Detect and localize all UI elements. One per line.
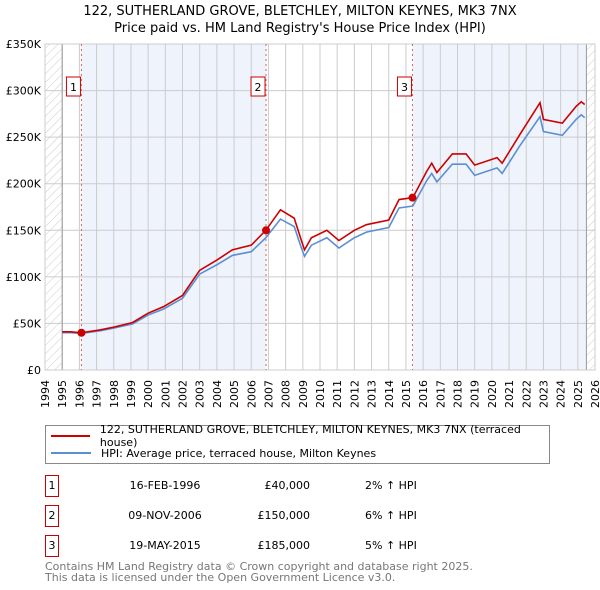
sale-price: £185,000 xyxy=(257,539,311,552)
x-tick-label: 2013 xyxy=(366,380,379,408)
x-tick-label: 2010 xyxy=(314,380,327,408)
y-tick-label: £300K xyxy=(6,85,42,98)
x-tick-label: 2021 xyxy=(503,380,516,408)
chart-subtitle: Price paid vs. HM Land Registry's House … xyxy=(114,21,486,36)
y-tick-label: £100K xyxy=(6,271,42,284)
x-tick-label: 2018 xyxy=(452,380,465,408)
x-tick-label: 2026 xyxy=(589,380,600,408)
legend-item-property: 122, SUTHERLAND GROVE, BLETCHLEY, MILTON… xyxy=(46,423,549,449)
y-tick-label: £150K xyxy=(6,224,42,237)
hpi-change: 5% ↑ HPI xyxy=(365,539,417,552)
hpi-change: 6% ↑ HPI xyxy=(365,509,417,522)
hatched-no-data-region xyxy=(45,44,63,370)
hpi-change: 2% ↑ HPI xyxy=(365,479,417,492)
sale-label: 1 xyxy=(70,81,77,94)
sale-price: £40,000 xyxy=(264,479,311,492)
plot-frame xyxy=(44,43,596,371)
x-tick-label: 2003 xyxy=(194,380,207,408)
legend-label: 122, SUTHERLAND GROVE, BLETCHLEY, MILTON… xyxy=(99,423,521,449)
sale-label-box xyxy=(396,76,412,97)
x-tick-label: 1996 xyxy=(73,380,86,408)
sale-number-badge: 1 xyxy=(45,475,59,497)
x-tick-label: 2024 xyxy=(555,380,568,408)
sale-label: 3 xyxy=(401,81,408,94)
legend-swatch-blue xyxy=(51,452,91,454)
x-tick-label: 2005 xyxy=(228,380,241,408)
sale-date: 19-MAY-2015 xyxy=(129,539,201,552)
x-tick-label: 2002 xyxy=(177,380,190,408)
x-tick-label: 2008 xyxy=(280,380,293,408)
x-tick-label: 1998 xyxy=(108,380,121,408)
x-tick-label: 2022 xyxy=(520,380,533,408)
sale-point xyxy=(77,328,86,337)
sale-label-box xyxy=(65,76,81,97)
ownership-band xyxy=(81,44,267,370)
ownership-band xyxy=(412,44,587,370)
legend-item-hpi: HPI: Average price, terraced house, Milt… xyxy=(46,445,376,461)
sale-label: 2 xyxy=(255,81,262,94)
x-tick-label: 2007 xyxy=(262,380,275,408)
sale-price: £150,000 xyxy=(257,509,311,522)
sale-point xyxy=(408,193,417,202)
y-tick-label: £350K xyxy=(6,38,42,51)
x-tick-label: 2020 xyxy=(486,380,499,408)
chart-legend: 122, SUTHERLAND GROVE, BLETCHLEY, MILTON… xyxy=(45,423,550,464)
hpi-line xyxy=(62,113,586,335)
x-tick-label: 2011 xyxy=(331,380,344,408)
sale-date: 09-NOV-2006 xyxy=(128,509,202,522)
hatched-no-data-region xyxy=(586,44,595,370)
chart-title: 122, SUTHERLAND GROVE, BLETCHLEY, MILTON… xyxy=(83,4,517,19)
footer-licence: This data is licensed under the Open Gov… xyxy=(45,571,396,584)
x-tick-label: 1999 xyxy=(125,380,138,408)
legend-label: HPI: Average price, terraced house, Milt… xyxy=(101,446,377,460)
x-tick-label: 2015 xyxy=(400,380,413,408)
x-tick-label: 1997 xyxy=(91,380,104,408)
x-tick-label: 2025 xyxy=(572,380,585,408)
sale-number-badge: 3 xyxy=(45,535,59,557)
x-tick-label: 2014 xyxy=(383,380,396,408)
x-tick-label: 2023 xyxy=(537,380,550,408)
x-tick-label: 2016 xyxy=(417,380,430,408)
x-tick-label: 2001 xyxy=(159,380,172,408)
legend-swatch-red xyxy=(51,435,90,437)
sale-date: 16-FEB-1996 xyxy=(129,479,201,492)
price-chart: 1 2 3 1994 1995 1996 1997 1998 1999 2000 2001 2002 2… xyxy=(6,38,600,408)
x-tick-label: 2019 xyxy=(469,380,482,408)
y-tick-label: £250K xyxy=(6,131,42,144)
property-price-line xyxy=(62,100,586,334)
x-tick-label: 2012 xyxy=(348,380,361,408)
footer-copyright: Contains HM Land Registry data © Crown c… xyxy=(45,560,473,573)
sale-point xyxy=(262,226,271,235)
y-tick-label: £200K xyxy=(6,178,42,191)
x-tick-label: 1995 xyxy=(56,380,69,408)
x-tick-label: 2017 xyxy=(434,380,447,408)
x-tick-label: 2009 xyxy=(297,380,310,408)
x-tick-label: 1994 xyxy=(39,380,52,408)
sale-label-box xyxy=(250,76,266,97)
y-tick-label: £50K xyxy=(13,317,42,330)
x-tick-label: 2006 xyxy=(245,380,258,408)
sale-number-badge: 2 xyxy=(45,505,59,527)
y-tick-label: £0 xyxy=(27,364,41,377)
x-tick-label: 2004 xyxy=(211,380,224,408)
x-tick-label: 2000 xyxy=(142,380,155,408)
